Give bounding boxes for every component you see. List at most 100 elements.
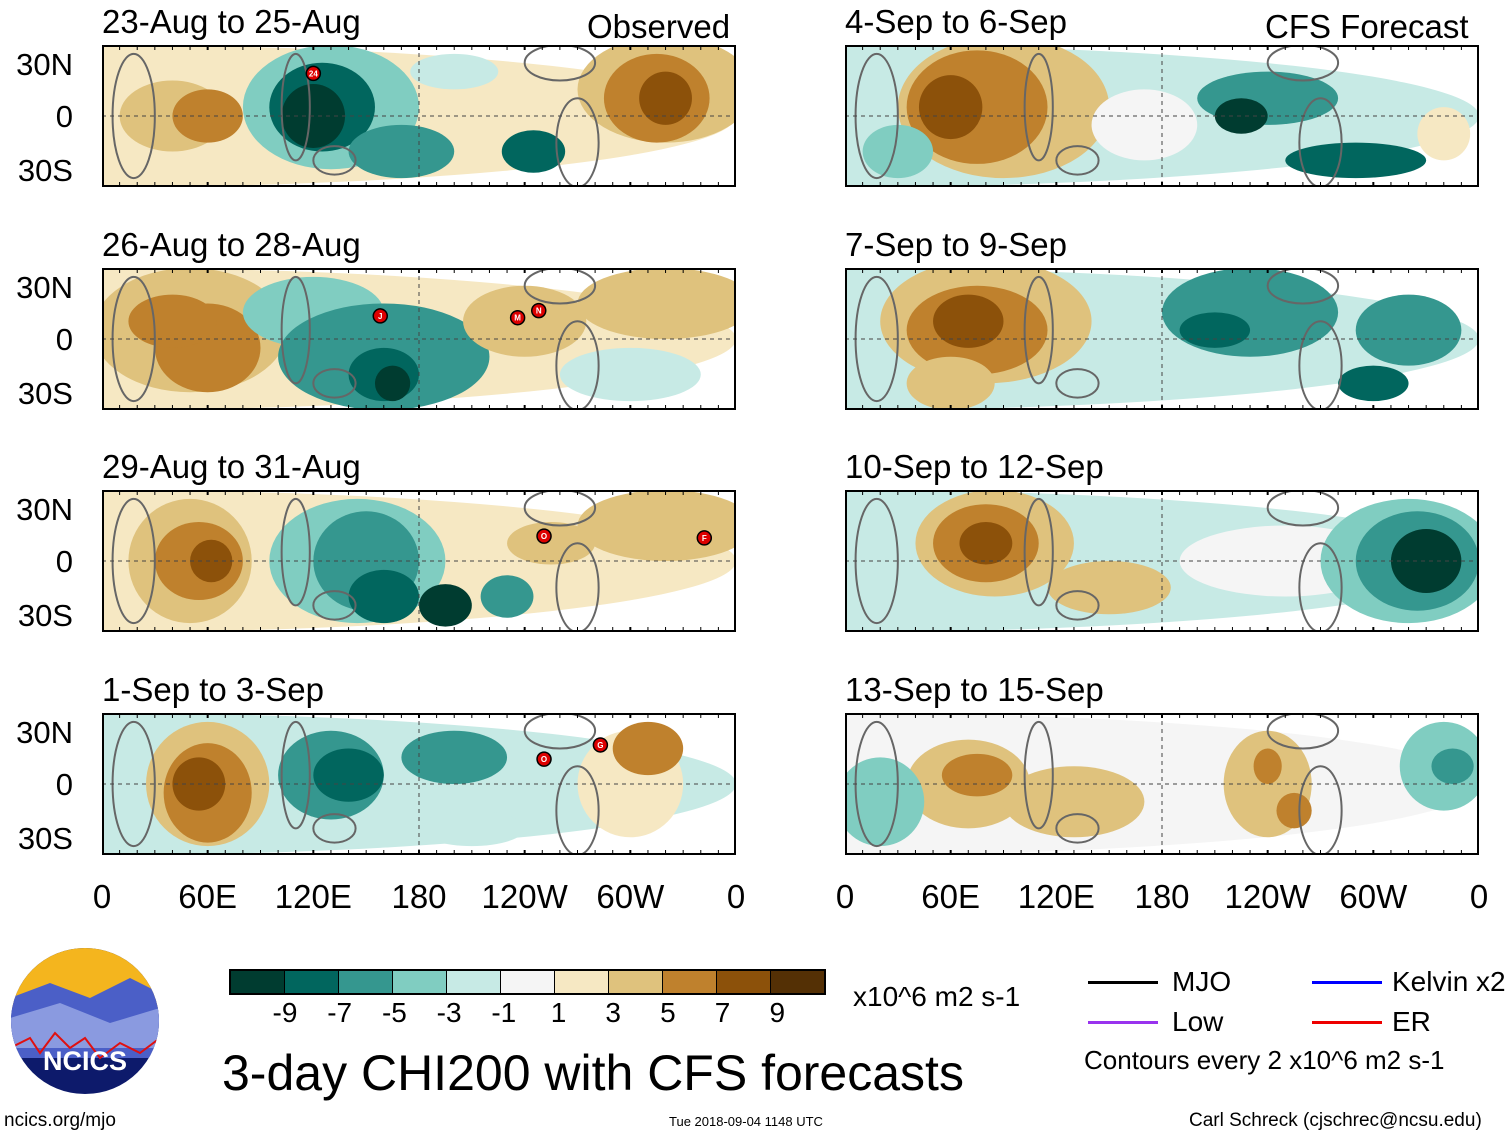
lon-label: 180 — [1134, 878, 1190, 915]
panel-title: 23-Aug to 25-Aug — [102, 3, 361, 40]
anomaly-contour — [374, 365, 411, 402]
coastline — [1298, 320, 1343, 410]
contour-note: Contours every 2 x10^6 m2 s-1 — [1084, 1045, 1445, 1075]
colorbar-label: 7 — [714, 997, 731, 1028]
coastline — [1023, 275, 1054, 385]
colorbar-swatch — [339, 971, 393, 993]
panel-title: 4-Sep to 6-Sep — [845, 3, 1067, 40]
storm-marker[interactable]: F — [696, 530, 713, 546]
storm-marker[interactable]: N — [531, 302, 547, 319]
legend-er-line — [1312, 1021, 1382, 1024]
anomaly-contour — [1390, 529, 1462, 593]
coastline — [280, 275, 311, 385]
coastline — [1298, 765, 1343, 855]
anomaly-contour — [419, 810, 525, 847]
storm-marker[interactable]: 24 — [305, 65, 322, 82]
coastline — [555, 320, 600, 410]
storm-marker[interactable]: O — [536, 528, 552, 544]
map-panel: 24 — [102, 45, 736, 187]
anomaly-contour — [463, 285, 587, 357]
anomaly-contour — [933, 294, 1004, 348]
lon-label: 120W — [481, 878, 568, 915]
coastline — [523, 490, 597, 527]
anomaly-contour — [1214, 98, 1268, 134]
anomaly-contour — [1162, 268, 1339, 357]
coastline — [1023, 497, 1054, 607]
panel-title: 13-Sep to 15-Sep — [845, 671, 1104, 708]
storm-label: 24 — [309, 69, 318, 78]
anomaly-contour — [1253, 748, 1282, 784]
storm-label: G — [597, 741, 603, 750]
storm-label: N — [536, 307, 542, 316]
anomaly-contour — [1276, 792, 1312, 829]
anomaly-contour — [1431, 748, 1474, 784]
coastline — [555, 542, 600, 632]
storm-marker[interactable]: J — [372, 308, 389, 324]
lon-label: 60E — [178, 878, 238, 915]
map-panel — [845, 45, 1479, 187]
colorbar-swatch — [501, 971, 555, 993]
colorbar-swatch — [663, 971, 717, 993]
panel-title: 10-Sep to 12-Sep — [845, 448, 1104, 485]
lat-label: 30N — [16, 270, 73, 305]
coastline — [555, 97, 600, 187]
coastline — [280, 52, 311, 162]
colorbar-label: -1 — [491, 997, 517, 1028]
storm-marker[interactable]: M — [509, 309, 526, 326]
legend-kelvin-line — [1312, 981, 1382, 984]
legend-low-line — [1088, 1021, 1158, 1024]
logo-text: NCICS — [43, 1046, 127, 1076]
map-panel — [845, 268, 1479, 410]
coastline — [312, 145, 357, 176]
lon-label: 0 — [92, 878, 112, 915]
anomaly-contour — [348, 569, 419, 624]
coastline — [1055, 368, 1100, 399]
coastline — [555, 765, 600, 855]
coastline — [280, 720, 311, 830]
anomaly-contour — [501, 130, 566, 173]
lon-label: 60W — [1339, 878, 1408, 915]
coastline — [1055, 145, 1100, 176]
anomaly-contour — [612, 721, 684, 776]
panel-title: 29-Aug to 31-Aug — [102, 448, 361, 485]
colorbar-label: 5 — [660, 997, 676, 1028]
storm-label: O — [541, 532, 547, 541]
storm-label: O — [541, 755, 547, 764]
lat-label: 0 — [55, 767, 73, 802]
coastline — [1023, 720, 1054, 830]
coastline — [1266, 713, 1340, 750]
lat-label: 30S — [17, 153, 73, 188]
anomaly-contour — [1179, 312, 1251, 348]
colorbar-label: -9 — [272, 997, 298, 1028]
coastline — [1266, 45, 1340, 82]
storm-marker[interactable]: G — [592, 737, 609, 753]
footer-url[interactable]: ncics.org/mjo — [4, 1110, 116, 1131]
storm-label: J — [378, 312, 382, 321]
legend-low: Low — [1172, 1006, 1224, 1037]
storm-marker[interactable]: O — [536, 751, 552, 767]
colorbar-swatch — [771, 971, 824, 993]
colorbar-label: 9 — [769, 997, 786, 1028]
colorbar-label: -7 — [327, 997, 353, 1028]
coastline — [523, 45, 597, 82]
lon-label: 60E — [921, 878, 981, 915]
anomaly-contour — [941, 753, 1013, 797]
map-panel — [845, 713, 1479, 855]
coastline — [312, 590, 357, 621]
lon-label: 0 — [726, 878, 746, 915]
anomaly-contour — [507, 521, 596, 565]
anomaly-contour — [102, 713, 736, 855]
lat-label: 30N — [16, 492, 73, 527]
panel-title: 26-Aug to 28-Aug — [102, 226, 361, 263]
anomaly-contour — [1355, 294, 1462, 366]
coastline — [523, 268, 597, 305]
forecast-header: CFS Forecast — [1265, 8, 1469, 45]
lon-label: 60W — [596, 878, 665, 915]
anomaly-contour — [313, 748, 384, 802]
anomaly-contour — [480, 575, 534, 618]
ncics-logo[interactable]: NCICS — [10, 948, 160, 1098]
anomaly-contour — [577, 490, 736, 561]
lat-label: 30S — [17, 376, 73, 411]
